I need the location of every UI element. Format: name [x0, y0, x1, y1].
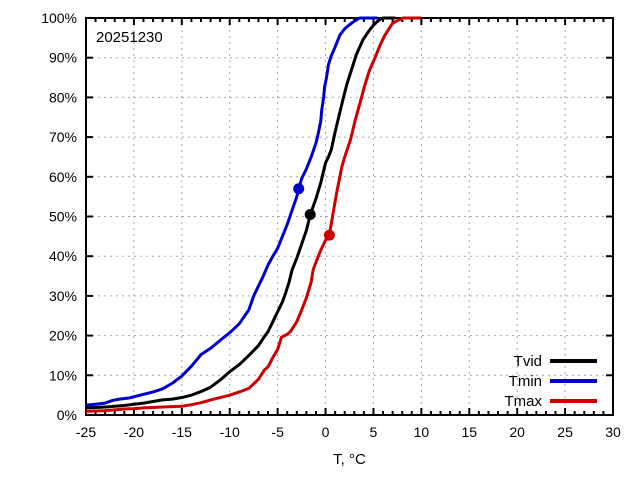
y-tick-label: 0%: [57, 407, 77, 423]
x-tick-label: -5: [271, 424, 284, 440]
legend-line-sample-tmax: [550, 399, 597, 403]
x-tick-label: 25: [557, 424, 573, 440]
x-tick-label: -10: [220, 424, 240, 440]
x-tick-label: 20: [509, 424, 525, 440]
x-tick-label: 0: [322, 424, 330, 440]
legend-item-tmin: Tmin: [505, 371, 597, 391]
y-tick-label: 30%: [49, 288, 77, 304]
y-tick-label: 80%: [49, 89, 77, 105]
x-tick-label: 30: [605, 424, 621, 440]
y-tick-label: 40%: [49, 248, 77, 264]
date-annotation: 20251230: [96, 29, 163, 46]
legend-line-sample-tvid: [550, 359, 597, 363]
legend-item-tmax: Tmax: [504, 391, 597, 411]
legend-label-tvid: Tvid: [513, 352, 542, 370]
y-tick-label: 10%: [49, 367, 77, 383]
plot-border: [85, 17, 614, 416]
legend-line-sample-tmin: [550, 379, 597, 383]
series-tmin-marker-dot: [293, 183, 305, 195]
x-tick-label: 15: [461, 424, 477, 440]
legend-item-tvid: Tvid: [505, 351, 597, 371]
y-tick-label: 20%: [49, 328, 77, 344]
legend-label-tmin: Tmin: [508, 372, 542, 390]
y-tick-label: 50%: [49, 209, 77, 225]
series-tvid-line: [85, 16, 396, 410]
y-tick-label: 70%: [49, 129, 77, 145]
x-tick-label: 10: [414, 424, 430, 440]
legend: Tvid Tmin Tmax: [504, 351, 597, 411]
x-tick-label: -25: [76, 424, 96, 440]
y-tick-label: 90%: [49, 50, 77, 66]
x-tick-label: 5: [370, 424, 378, 440]
series-tmax-marker-dot: [323, 229, 335, 241]
legend-label-tmax: Tmax: [504, 392, 543, 410]
series-tmin-line: [85, 16, 378, 407]
y-tick-label: 100%: [41, 10, 77, 26]
y-tick-label: 60%: [49, 169, 77, 185]
series-tmax-line: [85, 16, 422, 413]
x-tick-label: -20: [124, 424, 144, 440]
x-tick-label: -15: [172, 424, 192, 440]
series-tvid-marker-dot: [304, 209, 316, 221]
x-axis-title: T, °C: [333, 451, 366, 468]
